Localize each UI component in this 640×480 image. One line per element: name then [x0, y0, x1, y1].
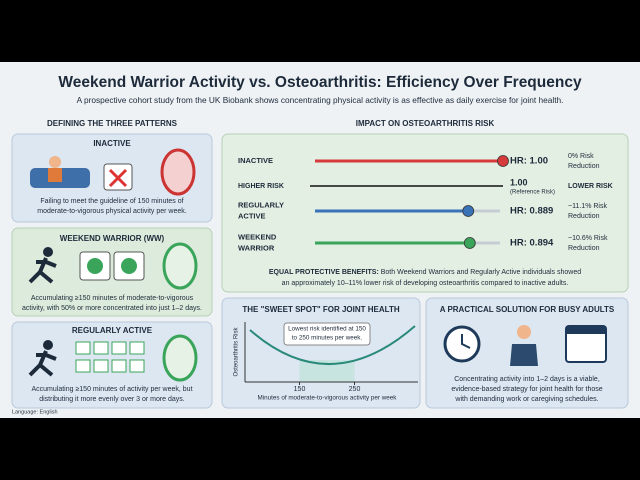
pattern-title: REGULARLY ACTIVE: [72, 326, 153, 335]
sweet-chart: 150 250: [294, 360, 361, 393]
pattern-text: moderate-to-vigorous physical activity p…: [37, 208, 186, 215]
pattern-title: INACTIVE: [93, 139, 131, 148]
x-axis-label: Minutes of moderate-to-vigorous activity…: [258, 395, 398, 402]
pattern-text: Accumulating ≥150 minutes of activity pe…: [31, 386, 192, 393]
pattern-text: Accumulating ≥150 minutes of moderate-to…: [31, 295, 194, 302]
reduction-note: ~11.1% Risk: [568, 203, 607, 210]
knee-icon: [160, 148, 196, 196]
axis-label: LOWER RISK: [568, 183, 613, 190]
knee-icon: [162, 334, 198, 382]
calendar-grid: [75, 341, 145, 373]
reduction-note: Reduction: [568, 213, 600, 220]
title: Weekend Warrior Activity vs. Osteoarthri…: [58, 74, 582, 91]
panel: [221, 133, 629, 293]
callout-box: [283, 322, 371, 346]
section-heading: DEFINING THE THREE PATTERNS: [47, 119, 178, 128]
reference-value: 1.00: [510, 177, 528, 187]
summary-bold: EQUAL PROTECTIVE BENEFITS:: [269, 269, 379, 276]
calendar-icon: [565, 325, 607, 363]
row-label: WEEKEND: [238, 232, 277, 241]
summary: EQUAL PROTECTIVE BENEFITS: Both Weekend …: [269, 269, 581, 276]
callout: to 250 minutes per week.: [292, 335, 363, 342]
reduction-note: ~10.6% Risk: [568, 235, 608, 242]
section-heading: IMPACT ON OSTEOARTHRITIS RISK: [356, 119, 495, 128]
reduction-note: Reduction: [568, 245, 600, 252]
risk-curve: [249, 325, 416, 365]
calendar-icon: [103, 163, 133, 191]
x-tick-label: 150: [294, 386, 306, 393]
hr-dot: [462, 205, 475, 217]
row-label: WARRIOR: [238, 243, 275, 252]
panel-title: A PRACTICAL SOLUTION FOR BUSY ADULTS: [440, 305, 615, 314]
axis-label: HIGHER RISK: [238, 183, 284, 190]
forest-plot: INACTIVE HR: 1.00 0% Risk Reduction REGULARL…: [238, 153, 608, 253]
summary-text: Both Weekend Warriors and Regularly Acti…: [379, 269, 581, 276]
summary: an approximately 10–11% lower risk of de…: [282, 280, 569, 287]
couch-icon: [30, 156, 90, 188]
knee-icon: [162, 242, 198, 290]
hr-label: HR: 1.00: [510, 156, 548, 167]
x-tick-label: 250: [349, 386, 361, 393]
row-label: ACTIVE: [238, 211, 266, 220]
subtitle: A prospective cohort study from the UK B…: [77, 95, 564, 105]
solution-text: Concentrating activity into 1–2 days is …: [454, 376, 600, 383]
callout: Lowest risk identified at 150: [288, 326, 366, 333]
reduction-note: 0% Risk: [568, 153, 594, 160]
panel: [11, 227, 213, 317]
runner-icon: [28, 247, 57, 284]
person-icon: [510, 325, 538, 366]
reduction-note: Reduction: [568, 163, 600, 170]
language-note: Language: English: [12, 409, 58, 415]
panel-title: THE "SWEET SPOT" FOR JOINT HEALTH: [242, 305, 399, 314]
row-label: INACTIVE: [238, 156, 273, 165]
hr-label: HR: 0.894: [510, 238, 554, 249]
clock-icon: [443, 325, 481, 363]
pattern-text: activity, with 50% or more concentrated …: [22, 305, 202, 312]
hr-label: HR: 0.889: [510, 206, 553, 217]
y-axis-label: Osteoarthritis Risk: [234, 326, 240, 376]
hr-dot: [463, 237, 476, 249]
pattern-title: WEEKEND WARRIOR (WW): [60, 234, 165, 243]
pattern-text: distributing it more evenly over 3 or mo…: [39, 396, 185, 403]
row-label: REGULARLY: [238, 200, 284, 209]
panel: [221, 297, 421, 409]
pattern-text: Failing to meet the guideline of 150 min…: [40, 198, 183, 205]
runner-icon: [28, 340, 57, 377]
solution-text: evidence-based strategy for joint health…: [451, 386, 602, 393]
reference-label: (Reference Risk): [510, 190, 555, 196]
hr-dot: [497, 155, 509, 167]
calendar-icon: [79, 251, 145, 281]
sweet-zone: [299, 360, 355, 382]
solution-text: with demanding work or caregiving schedu…: [454, 396, 598, 403]
